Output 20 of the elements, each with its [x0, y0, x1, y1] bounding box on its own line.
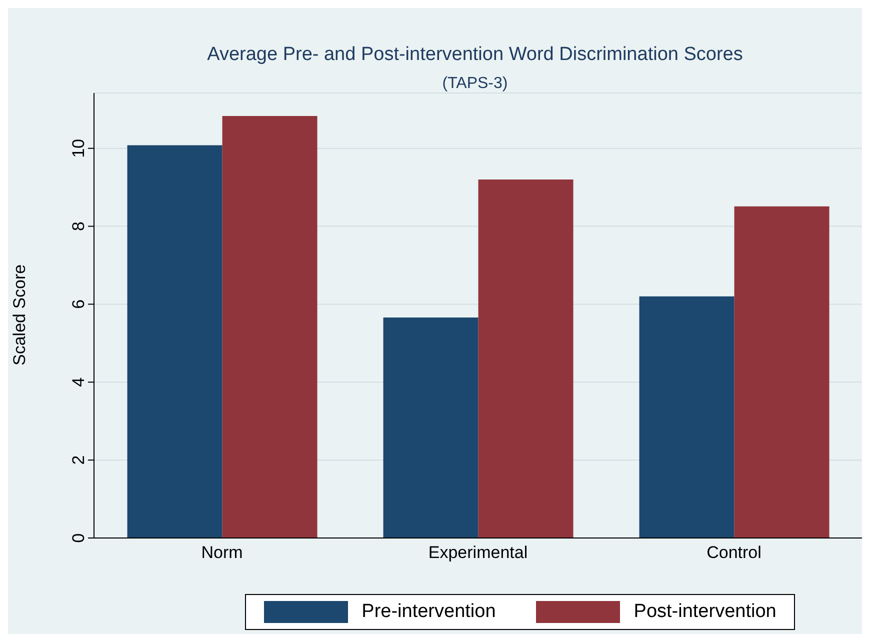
y-axis-title: Scaled Score	[10, 264, 30, 366]
y-tick-label: 6	[69, 299, 88, 309]
x-tick-label: Control	[706, 543, 762, 562]
y-tick-label: 2	[69, 455, 88, 465]
legend-label: Post-intervention	[632, 601, 776, 623]
y-tick-label: 10	[69, 138, 88, 158]
y-tick-label: 8	[69, 222, 88, 231]
y-tick-label: 0	[69, 533, 88, 543]
bar	[478, 180, 574, 538]
bar	[222, 116, 318, 538]
bar	[127, 145, 222, 538]
chart-subtitle: (TAPS-3)	[442, 75, 508, 92]
legend-label: Pre-intervention	[360, 601, 496, 623]
x-tick-label: Norm	[201, 543, 243, 562]
x-tick-label: Experimental	[428, 543, 528, 562]
y-tick-label: 4	[69, 377, 88, 387]
bar	[734, 206, 830, 538]
chart-title: Average Pre- and Post-intervention Word Discrimination Scores	[207, 44, 743, 65]
bar	[383, 317, 478, 538]
bar	[639, 296, 734, 538]
